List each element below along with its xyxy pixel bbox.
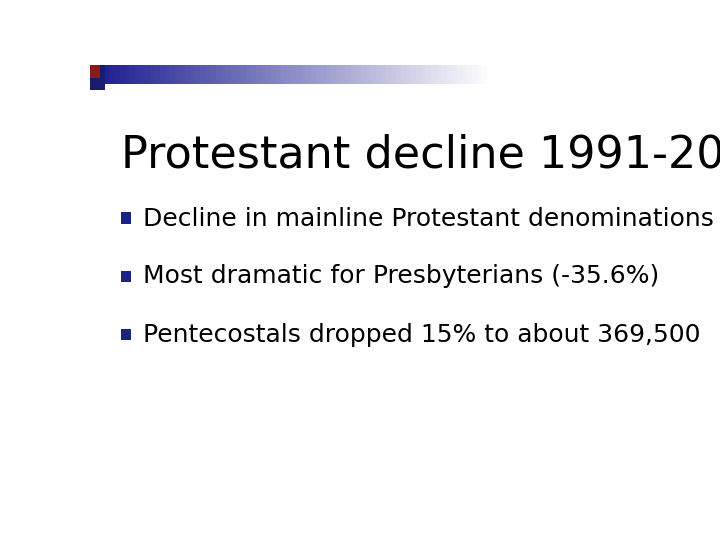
Bar xyxy=(100,65,105,84)
Bar xyxy=(110,65,115,84)
Bar xyxy=(125,65,130,84)
Bar xyxy=(436,65,441,84)
Bar xyxy=(416,65,421,84)
Bar xyxy=(130,65,135,84)
Bar xyxy=(195,65,200,84)
Bar xyxy=(261,65,266,84)
Bar xyxy=(190,65,195,84)
Bar xyxy=(396,65,401,84)
Bar xyxy=(210,65,215,84)
Bar xyxy=(115,65,120,84)
Bar xyxy=(382,65,387,84)
Bar xyxy=(171,65,176,84)
Bar xyxy=(301,65,306,84)
Bar xyxy=(316,65,321,84)
Bar xyxy=(467,65,472,84)
Bar xyxy=(276,65,281,84)
Bar xyxy=(377,65,382,84)
Bar xyxy=(411,65,416,84)
Bar xyxy=(145,65,150,84)
Bar xyxy=(230,65,235,84)
Bar xyxy=(392,65,396,84)
Bar xyxy=(140,65,145,84)
Text: Protestant decline 1991-2001: Protestant decline 1991-2001 xyxy=(121,133,720,177)
Bar xyxy=(150,65,156,84)
Bar xyxy=(251,65,256,84)
Bar xyxy=(135,65,140,84)
Bar xyxy=(326,65,331,84)
Bar xyxy=(105,65,110,84)
Bar xyxy=(462,65,467,84)
Bar xyxy=(286,65,291,84)
Bar xyxy=(331,65,336,84)
Bar xyxy=(482,65,487,84)
Bar xyxy=(431,65,436,84)
Bar xyxy=(120,65,125,84)
Bar xyxy=(477,65,482,84)
Bar xyxy=(215,65,220,84)
Bar xyxy=(166,65,171,84)
Bar xyxy=(256,65,261,84)
Bar xyxy=(341,65,346,84)
Bar xyxy=(487,65,492,84)
Bar xyxy=(235,65,240,84)
Text: Most dramatic for Presbyterians (-35.6%): Most dramatic for Presbyterians (-35.6%) xyxy=(143,265,660,288)
Bar xyxy=(246,65,251,84)
Bar xyxy=(200,65,205,84)
Bar xyxy=(387,65,392,84)
Bar xyxy=(472,65,477,84)
Bar xyxy=(281,65,286,84)
Bar xyxy=(321,65,326,84)
Bar xyxy=(441,65,446,84)
Bar xyxy=(311,65,316,84)
Bar xyxy=(121,329,131,341)
Text: Pentecostals dropped 15% to about 369,500: Pentecostals dropped 15% to about 369,50… xyxy=(143,323,701,347)
Bar xyxy=(181,65,186,84)
Bar xyxy=(205,65,210,84)
Bar xyxy=(220,65,225,84)
Bar xyxy=(421,65,426,84)
Bar xyxy=(90,65,99,78)
Bar xyxy=(186,65,190,84)
Bar xyxy=(90,65,95,84)
Bar xyxy=(90,65,105,90)
Bar xyxy=(336,65,341,84)
Bar xyxy=(161,65,166,84)
Bar xyxy=(291,65,296,84)
Bar xyxy=(121,271,131,282)
Bar xyxy=(156,65,161,84)
Bar xyxy=(406,65,411,84)
Bar xyxy=(356,65,361,84)
Bar xyxy=(401,65,406,84)
Bar xyxy=(95,65,100,84)
Bar xyxy=(366,65,372,84)
Text: Decline in mainline Protestant denominations (-8%): Decline in mainline Protestant denominat… xyxy=(143,206,720,230)
Bar xyxy=(306,65,311,84)
Bar xyxy=(372,65,377,84)
Bar xyxy=(271,65,276,84)
Bar xyxy=(451,65,456,84)
Bar xyxy=(266,65,271,84)
Bar xyxy=(225,65,230,84)
Bar xyxy=(426,65,431,84)
Bar xyxy=(456,65,462,84)
Bar xyxy=(240,65,246,84)
Bar xyxy=(361,65,366,84)
Bar xyxy=(446,65,451,84)
Bar xyxy=(121,212,131,224)
Bar xyxy=(351,65,356,84)
Bar xyxy=(346,65,351,84)
Bar xyxy=(176,65,181,84)
Bar xyxy=(296,65,301,84)
